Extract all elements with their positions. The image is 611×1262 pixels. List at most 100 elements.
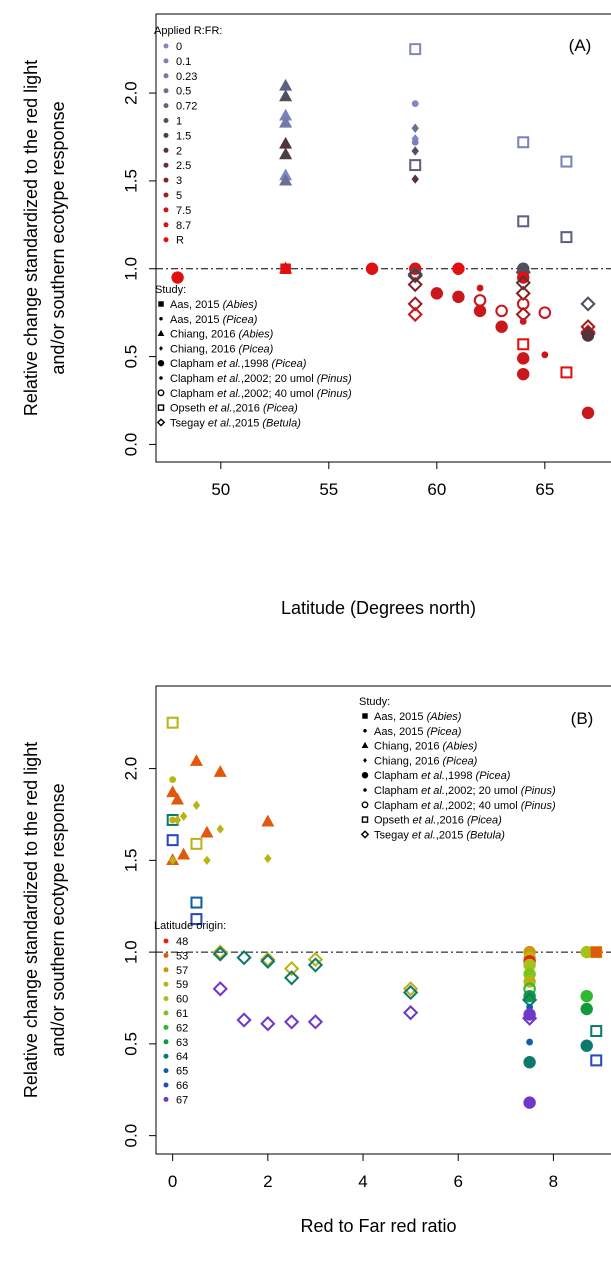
panel-b-point-7 [179, 811, 188, 821]
panel-a-x-axis-title: Latitude (Degrees north) [281, 598, 476, 618]
panel-a-point-22 [407, 268, 423, 284]
panel-a-point-13 [411, 100, 419, 108]
panel-a-color-legend-swatch-12 [163, 222, 169, 228]
panel-b-color-legend-label-1: 53 [176, 950, 188, 962]
panel-b-point-27 [236, 1012, 252, 1028]
panel-b-point-24 [212, 946, 228, 962]
panel-a-color-legend-swatch-5 [163, 118, 169, 123]
panel-a-point-7 [279, 147, 293, 160]
panel-b-point-17 [213, 765, 227, 777]
panel-b-study-legend-marker-4 [361, 772, 369, 779]
panel-a-study-legend-label-0: Aas, 2015 (Abies) [170, 299, 258, 311]
panel-a-point-21 [407, 266, 423, 282]
panel-b-point-53 [523, 1056, 536, 1069]
panel-a-point-34 [517, 136, 530, 149]
panel-b-color-legend-swatch-4 [163, 996, 169, 1002]
panel-b-study-legend-label-5: Clapham et al.,2002; 20 umol (Pinus) [374, 785, 556, 797]
panel-b-color-legend-label-0: 48 [176, 936, 188, 948]
panel-a-point-39 [515, 275, 531, 291]
panel-b-point-14 [192, 800, 201, 810]
panel-a-point-14 [411, 123, 419, 133]
panel-a-point-16 [411, 138, 419, 146]
panel-b-y-axis-title-line-1: Relative change standardized to the red … [21, 742, 41, 1098]
panel-a-color-legend-swatch-7 [163, 147, 169, 153]
panel-a-study-legend-label-1: Aas, 2015 (Picea) [170, 314, 258, 326]
panel-b-color-legend-label-4: 60 [176, 994, 188, 1006]
panel-a-study-legend-label-7: Opseth et al.,2016 (Picea) [170, 403, 298, 415]
panel-a-point-27 [452, 262, 465, 275]
panel-a-study-legend-marker-6 [157, 389, 165, 397]
panel-a-data-points [171, 43, 596, 420]
panel-a-color-legend-swatch-11 [163, 207, 169, 213]
panel-a-ytick-label-0: 0.0 [121, 433, 140, 457]
panel-a-study-legend-title: Study: [155, 284, 186, 296]
panel-b-study-legend-marker-2 [361, 741, 369, 748]
panel-b-point-54 [523, 1096, 536, 1109]
panel-a-point-36 [517, 262, 530, 275]
panel-a-point-46 [517, 367, 530, 381]
panel-a-y-axis-title-line-2: and/or southern ecotype response [48, 101, 68, 374]
panel-a-y-axis-title-line-1: Relative change standardized to the red … [21, 60, 41, 416]
panel-b-ytick-label-0: 0.0 [121, 1124, 140, 1148]
panel-b-study-legend-marker-5 [363, 788, 367, 792]
panel-a-study-legend-label-5: Clapham et al.,2002; 20 umol (Pinus) [170, 373, 352, 385]
panel-b-study-legend-marker-7 [361, 816, 369, 823]
panel-b-point-19 [261, 814, 275, 827]
panel-a-color-legend-label-11: 7.5 [176, 205, 191, 217]
panel-a-point-51 [560, 366, 573, 379]
panel-a-point-44 [517, 338, 530, 351]
panel-b-point-13 [200, 825, 214, 838]
panel-b-point-62 [590, 1054, 603, 1067]
panel-b-point-50 [523, 1008, 536, 1021]
panel-b-point-32 [283, 970, 300, 986]
panel-a-point-4 [279, 108, 293, 121]
panel-a-point-48 [541, 351, 549, 359]
panel-b-study-legend: Study: Aas, 2015 (Abies) Aas, 2015 (Picea)… [359, 696, 556, 841]
panel-b-study-legend-marker-3 [363, 758, 367, 763]
panel-b-point-23 [212, 944, 228, 960]
panel-a-point-6 [279, 136, 293, 149]
panel-b-xtick-label-1: 2 [263, 1172, 272, 1191]
panel-a-point-0 [171, 271, 184, 284]
panel-a-panel-label: (A) [569, 36, 592, 55]
panel-b-point-29 [260, 953, 276, 969]
panel-b-point-10 [168, 855, 177, 866]
panel-b-point-16 [203, 855, 211, 866]
panel-a-color-legend-swatch-6 [163, 132, 169, 138]
panel-a-point-35 [517, 215, 530, 228]
panel-b-xtick-label-4: 8 [549, 1172, 558, 1191]
panel-a-xtick-label-2: 60 [427, 480, 446, 499]
panel-a-point-57 [581, 406, 595, 420]
panel-b-study-legend-title: Study: [359, 696, 390, 708]
panel-b-xtick-label-0: 0 [168, 1172, 177, 1191]
panel-b-point-37 [402, 981, 419, 997]
panel-b-color-legend-swatch-1 [163, 952, 169, 958]
panel-b-color-legend-label-8: 64 [176, 1051, 188, 1063]
panel-a-color-legend-label-13: R [176, 235, 184, 247]
panel-b-ytick-label-1: 0.5 [121, 1032, 140, 1056]
panel-b-point-60 [590, 946, 602, 958]
panel-b-study-legend-label-8: Tsegay et al.,2015 (Betula) [374, 829, 505, 841]
panel-b-point-15 [190, 837, 203, 850]
panel-a-study-legend-marker-0 [158, 301, 164, 307]
panel-a-point-2 [279, 78, 293, 91]
panel-b-color-legend-label-2: 57 [176, 965, 188, 977]
panel-b-point-25 [212, 981, 228, 997]
panel-a-point-15 [411, 134, 419, 144]
panel-b-study-legend-label-4: Clapham et al.,1998 (Picea) [374, 770, 511, 782]
panel-a-color-legend: Applied R:FR: 0 0.1 0.23 0.5 0.72 1 1.5 2 2.5 3 5 7.… [154, 25, 222, 247]
panel-a-color-legend-swatch-8 [163, 162, 169, 168]
panel-a-study-legend-marker-5 [159, 376, 163, 380]
panel-b-point-1 [169, 776, 177, 784]
panel-b-study-legend-marker-6 [361, 801, 369, 809]
panel-a-ytick-label-3: 1.5 [121, 169, 140, 193]
panel-b-color-legend-swatch-11 [163, 1096, 169, 1102]
panel-b-color-legend-label-3: 59 [176, 979, 188, 991]
panel-b-point-58 [580, 1039, 593, 1052]
panel-b-point-57 [580, 1002, 593, 1016]
panel-a-point-18 [409, 159, 422, 172]
panel-b-point-55 [580, 945, 593, 959]
panel-b-xtick-label-3: 6 [453, 1172, 462, 1191]
panel-b-point-5 [169, 816, 177, 824]
